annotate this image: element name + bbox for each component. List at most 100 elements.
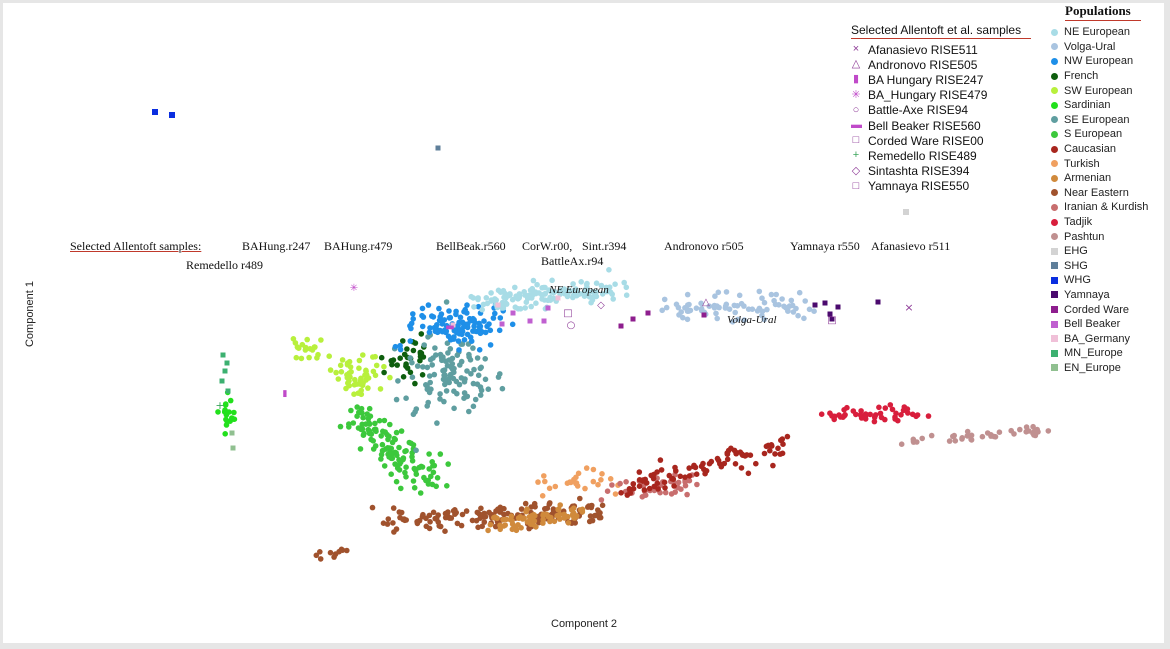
point-near-eastern — [585, 504, 591, 510]
selected-legend-symbol: + — [852, 149, 860, 162]
point-se-european — [420, 364, 426, 370]
legend-item: BA_Germany — [1049, 331, 1161, 346]
selected-legend-item: □ Yamnaya RISE550 — [851, 179, 1031, 194]
point-caucasian — [775, 445, 781, 452]
point-caucasian — [753, 460, 759, 467]
legend-item: French — [1049, 69, 1161, 84]
point-s-european — [360, 432, 367, 439]
point-pashtun — [928, 432, 935, 439]
point-tadjik — [818, 411, 825, 418]
point-near-eastern — [597, 514, 604, 521]
point-volga-ural — [659, 307, 665, 314]
point-nw-european — [487, 342, 494, 348]
selected-legend-item: ▮ BA Hungary RISE247 — [851, 72, 1031, 87]
point-caucasian — [650, 475, 657, 482]
point-mn-europe — [220, 352, 226, 358]
legend-item: Armenian — [1049, 171, 1161, 186]
point-s-european — [337, 423, 344, 430]
point-nw-european — [497, 315, 504, 321]
point-armenian — [515, 515, 522, 521]
point-tadjik — [844, 404, 850, 411]
point-caucasian — [780, 441, 786, 448]
point-french — [404, 346, 410, 352]
legend-swatch — [1051, 306, 1058, 314]
point-near-eastern — [390, 520, 396, 526]
point-se-european — [437, 391, 443, 397]
point-nw-european — [392, 343, 399, 350]
point-yamnaya — [835, 304, 841, 310]
point-ne-european — [522, 305, 528, 311]
point-s-european — [370, 438, 377, 444]
point-nw-european — [462, 306, 469, 313]
point-french — [397, 355, 404, 362]
point-turkish — [612, 491, 619, 497]
point-volga-ural — [802, 298, 808, 304]
selected-legend-item: ○ Battle-Axe RISE94 — [851, 103, 1031, 118]
point-caucasian — [654, 469, 660, 475]
point-nw-european — [419, 305, 426, 312]
selected-legend-item: ◇ Sintashta RISE394 — [851, 164, 1031, 179]
point-se-european — [461, 390, 468, 396]
point-volga-ural — [729, 319, 736, 325]
point-ne-european — [570, 281, 576, 287]
point-ne-european — [492, 296, 498, 303]
point-nw-european — [509, 321, 516, 328]
point-se-european — [471, 366, 477, 373]
point-nw-european — [455, 338, 462, 344]
point-ne-european — [623, 292, 630, 299]
point-ba-germany — [495, 302, 501, 308]
point-near-eastern — [522, 500, 529, 507]
point-yamnaya — [812, 302, 818, 308]
point-se-european — [466, 351, 472, 358]
selected-legend-symbol: × — [852, 43, 860, 56]
point-ne-european — [502, 290, 508, 297]
point-pashtun — [950, 433, 956, 440]
point-french — [381, 369, 387, 376]
point-corded-ware — [618, 323, 624, 329]
point-iranian-kurdish — [672, 489, 678, 495]
legend-swatch — [1051, 335, 1058, 343]
point-ne-european — [606, 267, 612, 273]
point-s-european — [409, 458, 416, 464]
point-se-european — [444, 340, 451, 347]
point-sw-european — [306, 354, 312, 361]
point-caucasian — [655, 486, 661, 492]
selected-legend-symbol: □ — [852, 179, 860, 192]
point-s-european — [378, 456, 384, 462]
legend-label: Corded Ware — [1064, 303, 1130, 316]
point-pashtun — [919, 435, 925, 442]
point-ne-european — [517, 306, 524, 312]
point-volga-ural — [788, 297, 795, 304]
point-tadjik — [867, 411, 873, 418]
point-nw-european — [464, 321, 471, 327]
point-bell-beaker — [510, 310, 516, 316]
point-ne-european — [479, 306, 486, 313]
point-s-european — [397, 459, 404, 466]
point-volga-ural — [698, 305, 705, 312]
point-near-eastern — [317, 549, 323, 555]
point-mn-europe — [225, 388, 231, 394]
point-armenian — [509, 526, 516, 533]
point-caucasian — [693, 471, 700, 478]
point-armenian — [492, 514, 499, 520]
point-near-eastern — [385, 516, 392, 522]
point-pashtun — [979, 433, 986, 440]
point-nw-european — [446, 308, 452, 314]
point-near-eastern — [587, 513, 594, 519]
point-se-european — [461, 395, 467, 402]
region-label: NE European — [549, 284, 609, 296]
point-iranian-kurdish — [604, 488, 611, 495]
point-near-eastern — [420, 511, 426, 518]
point-near-eastern — [423, 523, 430, 530]
legend-item: Pashtun — [1049, 229, 1161, 244]
selected-legend-label: Andronovo RISE505 — [868, 57, 978, 72]
point-ne-european — [581, 293, 588, 300]
point-nw-european — [486, 321, 492, 327]
legend-label: NW European — [1064, 55, 1134, 68]
point-whg — [152, 109, 158, 115]
point-nw-european — [438, 311, 445, 317]
point-volga-ural — [684, 308, 691, 315]
selected-legend-item: ▬ Bell Beaker RISE560 — [851, 118, 1031, 133]
point-caucasian — [677, 473, 684, 480]
point-nw-european — [420, 314, 427, 320]
